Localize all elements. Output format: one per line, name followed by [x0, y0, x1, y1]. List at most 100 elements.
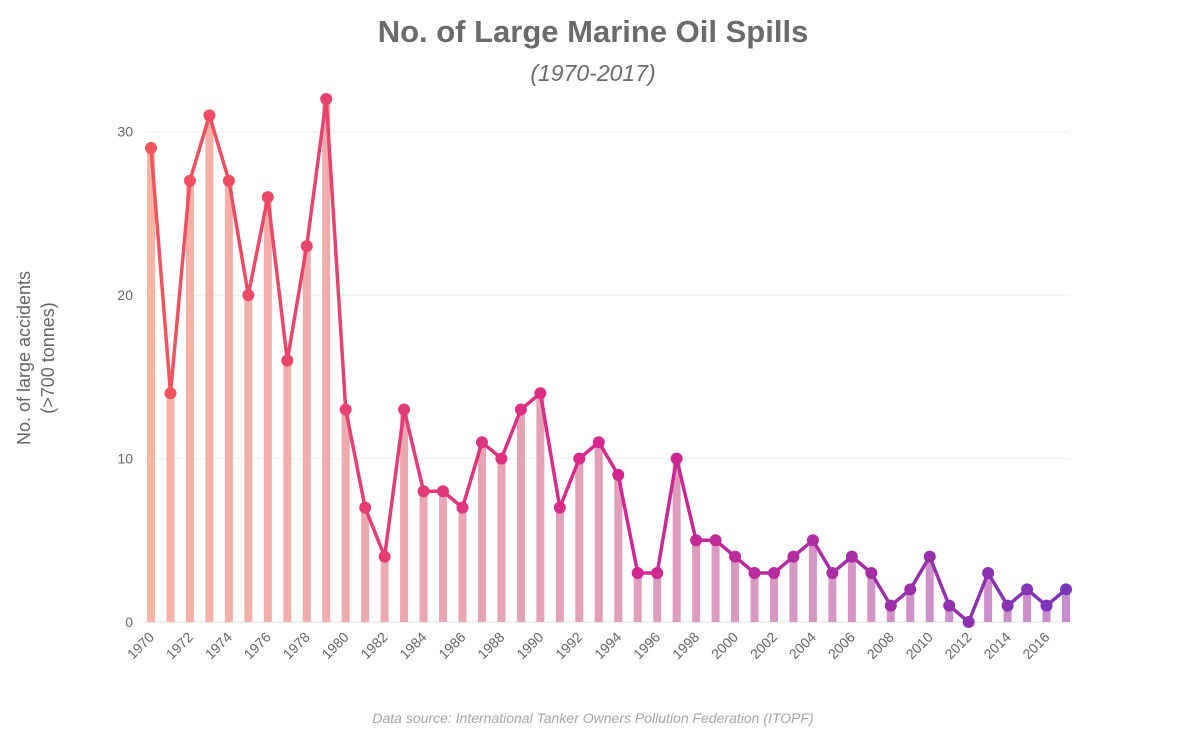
point-2002 — [767, 566, 780, 579]
bar-1983 — [400, 409, 409, 622]
point-1995 — [631, 566, 644, 579]
x-tick-label-2014: 2014 — [980, 629, 1013, 662]
bar-1994 — [614, 474, 623, 622]
bar-1979 — [322, 99, 331, 622]
bar-1992 — [575, 458, 584, 622]
bar-2007 — [867, 572, 876, 622]
point-2012 — [962, 616, 975, 628]
bar-2005 — [828, 572, 837, 622]
point-1979 — [320, 93, 333, 105]
point-1986 — [456, 501, 469, 514]
bar-1993 — [594, 442, 603, 622]
bar-2000 — [731, 556, 740, 622]
point-2009 — [904, 583, 917, 596]
bar-1988 — [497, 458, 506, 622]
point-1978 — [300, 240, 313, 253]
point-1974 — [222, 174, 235, 187]
point-1996 — [651, 566, 664, 579]
point-1984 — [417, 485, 430, 498]
x-tick-label-1998: 1998 — [669, 629, 702, 662]
x-tick-label-1972: 1972 — [163, 629, 196, 662]
y-tick-label-20: 20 — [117, 287, 133, 303]
point-2010 — [923, 550, 936, 563]
x-tick-label-1988: 1988 — [474, 629, 507, 662]
point-1991 — [553, 501, 566, 514]
x-tick-label-1980: 1980 — [318, 629, 351, 662]
point-1990 — [534, 387, 547, 400]
bar-2008 — [886, 605, 895, 622]
point-2015 — [1021, 583, 1034, 596]
bar-1973 — [205, 115, 214, 622]
point-1999 — [709, 534, 722, 547]
bar-1984 — [419, 491, 428, 622]
point-1988 — [495, 452, 508, 465]
bar-1990 — [536, 393, 545, 622]
point-2004 — [806, 534, 819, 547]
point-1980 — [339, 403, 352, 416]
point-1998 — [690, 534, 703, 547]
point-1983 — [398, 403, 411, 416]
bar-2009 — [906, 589, 915, 622]
bar-2016 — [1042, 605, 1051, 622]
point-2000 — [729, 550, 742, 563]
y-tick-label-0: 0 — [125, 614, 133, 630]
x-tick-label-2004: 2004 — [786, 629, 819, 662]
x-tick-label-1978: 1978 — [280, 629, 313, 662]
x-tick-label-1984: 1984 — [396, 629, 429, 662]
point-1989 — [514, 403, 527, 416]
data-source-note: Data source: International Tanker Owners… — [372, 710, 814, 726]
point-1987 — [475, 436, 488, 449]
chart-title: No. of Large Marine Oil Spills — [377, 14, 809, 49]
x-tick-label-2016: 2016 — [1019, 629, 1052, 662]
bar-2004 — [808, 540, 817, 622]
point-2017 — [1060, 583, 1072, 596]
chart-subtitle: (1970-2017) — [530, 60, 656, 86]
bar-1972 — [185, 180, 194, 622]
bar-1981 — [361, 507, 370, 622]
point-2013 — [982, 566, 995, 579]
x-tick-label-1994: 1994 — [591, 629, 624, 662]
bar-2017 — [1062, 589, 1070, 622]
bar-1975 — [244, 295, 253, 622]
bar-2013 — [984, 572, 993, 622]
bar-2010 — [925, 556, 934, 622]
y-axis-title: No. of large accidents (>700 tonnes) — [14, 271, 58, 445]
x-tick-label-2006: 2006 — [825, 629, 858, 662]
bar-2006 — [847, 556, 856, 622]
bar-2011 — [945, 605, 954, 622]
bar-1991 — [555, 507, 564, 622]
point-1981 — [359, 501, 372, 514]
bar-1996 — [653, 572, 662, 622]
point-2006 — [845, 550, 858, 563]
bar-1997 — [672, 458, 681, 622]
x-tick-label-2010: 2010 — [903, 629, 936, 662]
bar-1989 — [516, 409, 525, 622]
point-2016 — [1040, 599, 1053, 612]
bar-1985 — [439, 491, 448, 622]
bar-1976 — [263, 197, 272, 622]
bar-1978 — [302, 246, 311, 622]
bar-1982 — [380, 556, 389, 622]
point-1972 — [183, 174, 196, 187]
bar-1998 — [692, 540, 701, 622]
x-tick-label-2002: 2002 — [747, 629, 780, 662]
point-1977 — [281, 354, 294, 367]
bar-1986 — [458, 507, 467, 622]
point-1992 — [573, 452, 586, 465]
point-2005 — [826, 566, 839, 579]
x-tick-label-1982: 1982 — [357, 629, 390, 662]
x-tick-label-2012: 2012 — [941, 629, 974, 662]
point-1971 — [164, 387, 177, 400]
x-tick-label-1986: 1986 — [435, 629, 468, 662]
x-tick-label-2000: 2000 — [708, 629, 741, 662]
bar-1980 — [341, 409, 350, 622]
point-1976 — [261, 191, 274, 204]
y-axis-title-line-1: No. of large accidents — [14, 271, 34, 445]
point-1970 — [145, 142, 157, 155]
point-1973 — [203, 109, 216, 122]
point-2011 — [943, 599, 956, 612]
point-1997 — [670, 452, 683, 465]
point-1993 — [592, 436, 605, 449]
x-tick-label-1970: 1970 — [124, 629, 157, 662]
x-tick-label-1996: 1996 — [630, 629, 663, 662]
